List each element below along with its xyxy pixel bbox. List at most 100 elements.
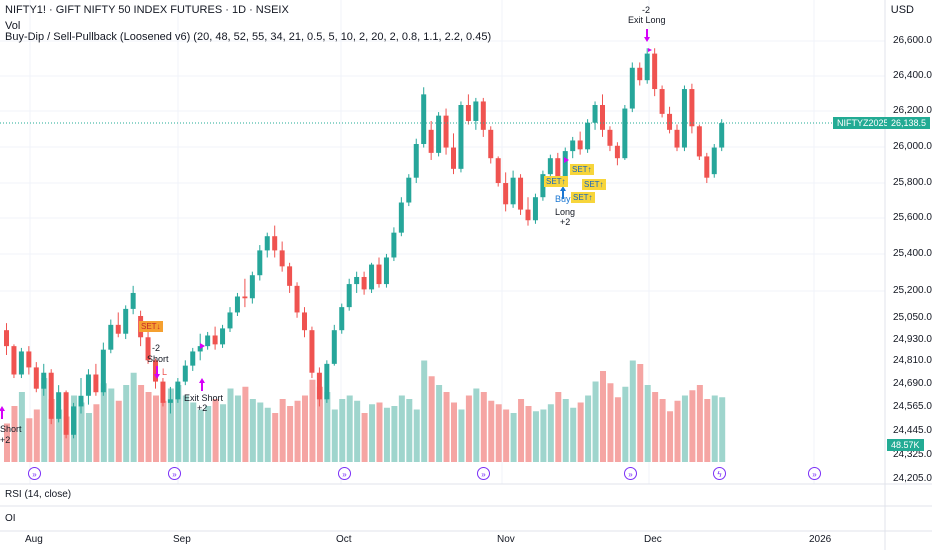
- rsi-legend[interactable]: RSI (14, close): [5, 489, 72, 500]
- indicator-legend[interactable]: Buy-Dip / Sell-Pullback (Loosened v6) (2…: [5, 31, 492, 43]
- volume-value-tag[interactable]: 48.57K: [887, 439, 924, 451]
- volume-bar: [518, 399, 525, 462]
- volume-bar: [488, 400, 495, 462]
- symbol-price-tag[interactable]: NIFTYZ2025: [833, 117, 893, 129]
- signal-arrow-icon: [0, 29, 652, 419]
- candle-body: [532, 197, 538, 221]
- price-axis-label: 24,690.0: [893, 378, 932, 389]
- volume-bar: [331, 409, 338, 462]
- volume-bar: [421, 360, 428, 462]
- event-arrow-icon[interactable]: »: [338, 467, 351, 480]
- volume-bar: [458, 409, 465, 462]
- volume-bar: [637, 364, 644, 462]
- event-arrow-icon[interactable]: »: [624, 467, 637, 480]
- volume-bar: [622, 386, 629, 462]
- candle-body: [704, 156, 710, 178]
- candle-body: [428, 129, 434, 153]
- candle-body: [510, 177, 516, 205]
- volume-bar: [443, 392, 450, 462]
- candle-body: [361, 276, 367, 290]
- candle-body: [652, 53, 658, 90]
- candle-body: [249, 275, 255, 299]
- volume-legend[interactable]: Vol: [5, 20, 21, 32]
- candle-body: [607, 129, 613, 146]
- volume-bar: [532, 411, 539, 462]
- candle-body: [465, 105, 471, 121]
- candle-body: [175, 381, 181, 400]
- volume-bar: [108, 388, 115, 462]
- volume-bar: [153, 395, 159, 462]
- volume-bar: [465, 395, 472, 462]
- volume-bar: [205, 406, 212, 462]
- candle-body: [316, 372, 322, 400]
- candle-body: [525, 209, 531, 221]
- event-arrow-icon[interactable]: »: [168, 467, 181, 480]
- volume-bar: [361, 413, 368, 462]
- time-axis-label: 2026: [809, 534, 832, 545]
- candle-body: [622, 108, 628, 159]
- candle-body: [667, 113, 673, 130]
- volume-bar: [689, 390, 696, 462]
- event-arrow-icon[interactable]: »: [28, 467, 41, 480]
- candle-body: [644, 53, 650, 81]
- volume-bar: [138, 385, 145, 462]
- candle-body: [495, 158, 501, 184]
- signal-label: -2: [152, 343, 161, 353]
- volume-bar: [719, 397, 726, 462]
- price-axis-label: 24,930.0: [893, 334, 932, 345]
- symbol-title[interactable]: NIFTY1! · GIFT NIFTY 50 INDEX FUTURES · …: [5, 4, 289, 16]
- candle-body: [279, 250, 285, 267]
- price-axis-label: 26,200.0: [893, 105, 932, 116]
- volume-bar: [592, 381, 599, 462]
- candle-body: [518, 177, 524, 210]
- candle-body: [100, 349, 106, 393]
- signal-label: Exit Short: [184, 393, 224, 403]
- last-price-tag[interactable]: 26,138.5: [887, 117, 931, 129]
- candle-body: [540, 174, 546, 198]
- price-axis-label: 24,325.0: [893, 449, 932, 460]
- volume-bar: [167, 388, 174, 462]
- candlestick-series: [4, 48, 725, 439]
- volume-bar: [56, 409, 63, 462]
- candle-body: [205, 335, 211, 347]
- candle-body: [376, 264, 382, 285]
- volume-bar: [18, 392, 25, 462]
- oi-legend[interactable]: OI: [5, 513, 16, 524]
- volume-bar: [667, 411, 674, 462]
- event-arrow-icon[interactable]: »: [808, 467, 821, 480]
- volume-bar: [369, 404, 376, 462]
- candle-body: [674, 129, 680, 148]
- signal-label: +2: [197, 403, 208, 413]
- candle-body: [585, 122, 591, 150]
- volume-bar: [48, 399, 55, 462]
- candle-body: [71, 406, 77, 435]
- candle-body: [681, 89, 687, 148]
- volume-bar: [674, 400, 681, 462]
- set-up-label: SET↑: [570, 164, 594, 175]
- candle-body: [346, 284, 352, 308]
- candle-body: [18, 351, 24, 375]
- candle-body: [4, 330, 9, 347]
- event-arrow-icon[interactable]: »: [477, 467, 490, 480]
- candle-body: [108, 324, 114, 350]
- signal-label: -2: [642, 5, 651, 15]
- candle-body: [406, 177, 412, 203]
- candle-body: [719, 123, 725, 148]
- candle-body: [354, 276, 360, 285]
- candle-body: [480, 101, 486, 130]
- volume-bar: [644, 385, 651, 462]
- volume-bar: [510, 413, 517, 462]
- event-lightning-icon[interactable]: ϟ: [713, 467, 726, 480]
- volume-bar: [287, 406, 294, 462]
- currency-label[interactable]: USD: [890, 4, 914, 16]
- candle-body: [436, 115, 442, 153]
- volume-bar: [182, 395, 189, 462]
- candle-body: [264, 236, 270, 251]
- volume-bar: [115, 400, 122, 462]
- set-down-label: SET↓: [139, 321, 163, 332]
- candle-body: [577, 140, 583, 150]
- candle-body: [220, 328, 226, 345]
- volume-bar: [302, 395, 308, 462]
- price-axis-label: 24,445.0: [893, 425, 932, 436]
